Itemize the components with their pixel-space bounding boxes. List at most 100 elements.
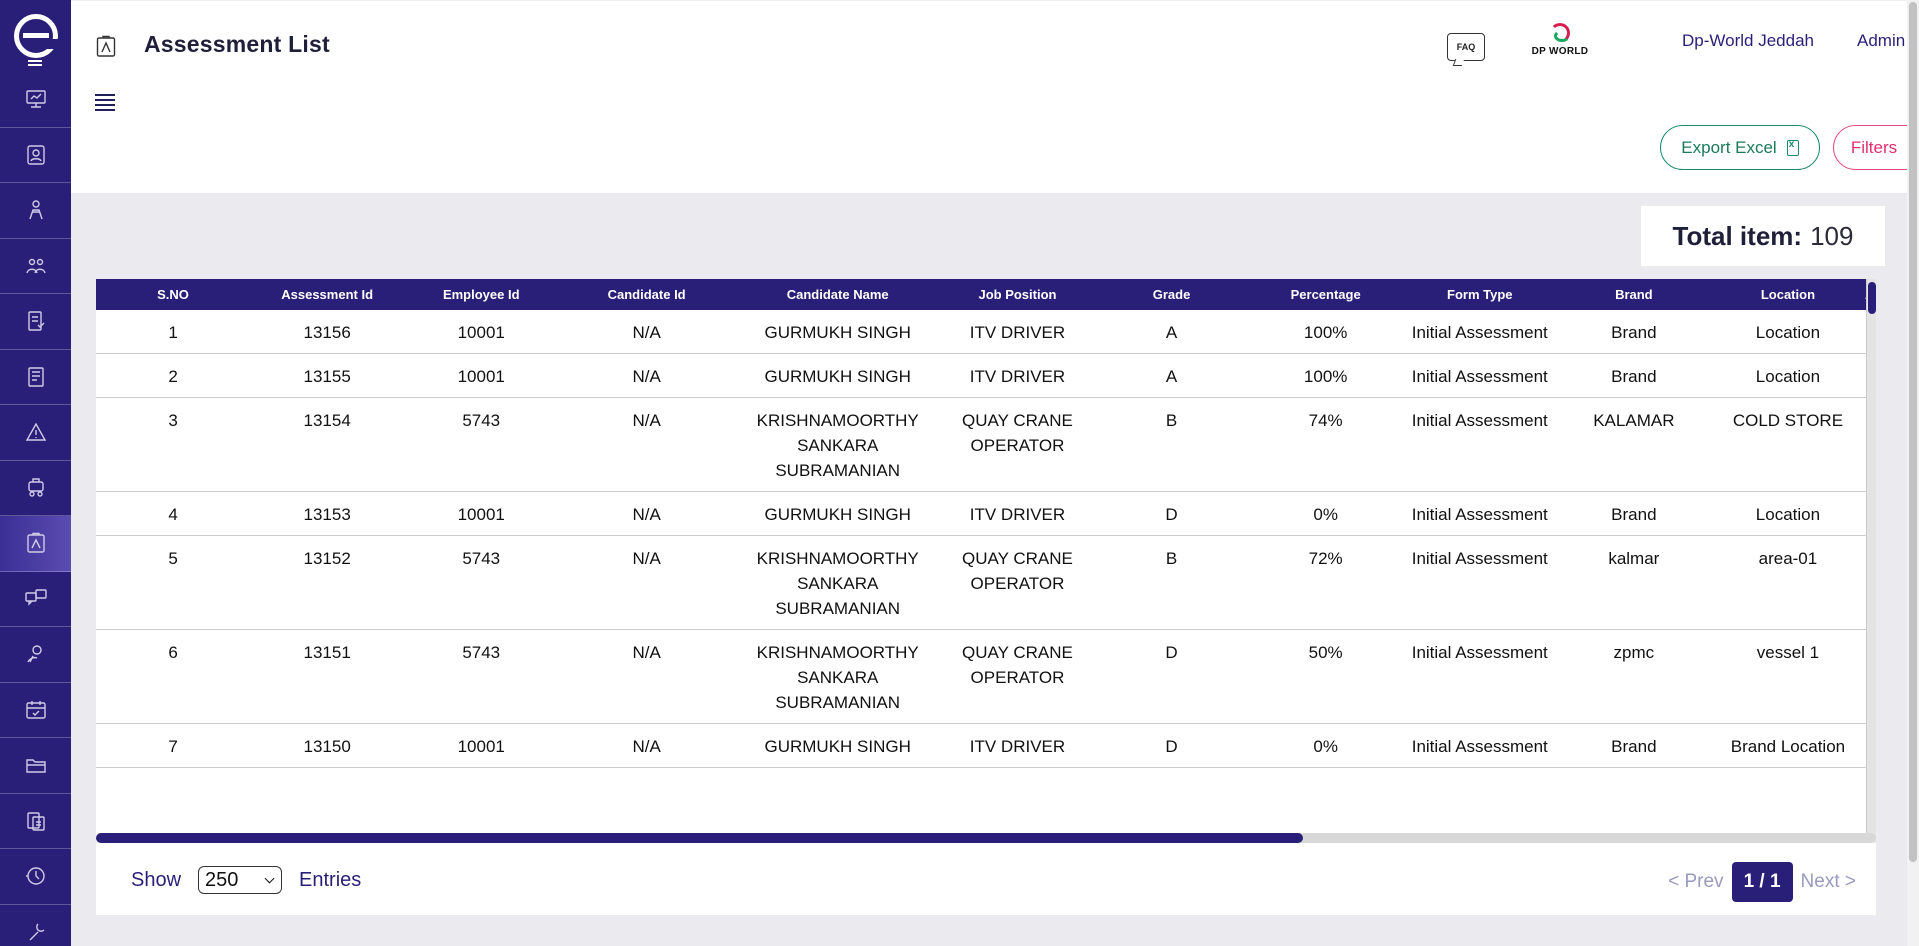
table-cell: B xyxy=(1094,397,1249,492)
sidebar-item-schedule[interactable] xyxy=(0,683,71,738)
sidebar-item-feedback[interactable] xyxy=(0,627,71,683)
table-horizontal-scrollbar[interactable] xyxy=(96,833,1876,843)
table-vertical-scrollbar[interactable] xyxy=(1866,279,1876,842)
table-cell: 0% xyxy=(1248,723,1403,768)
column-header[interactable]: Candidate Name xyxy=(734,279,941,310)
sidebar-item-history[interactable] xyxy=(0,849,71,905)
column-header[interactable]: Assessment Id xyxy=(250,279,405,310)
table-cell: N/A xyxy=(558,397,735,492)
sidebar-item-vehicle[interactable] xyxy=(0,461,71,516)
table-cell: ITV DRIVER xyxy=(940,310,1095,354)
column-header[interactable]: Job Position xyxy=(940,279,1095,310)
export-excel-button[interactable]: Export Excel xyxy=(1660,125,1820,170)
table-cell: vessel 1 xyxy=(1710,629,1865,724)
show-label: Show xyxy=(131,868,182,891)
table-cell: 6 xyxy=(96,629,251,724)
column-header[interactable]: Percentage xyxy=(1248,279,1403,310)
content-area: Total item: 109 S.NO Assessment Id Employe… xyxy=(71,193,1907,946)
table-cell: Location xyxy=(1710,491,1865,536)
table-cell: N/A xyxy=(558,629,735,724)
table-cell: Location xyxy=(1710,353,1865,398)
sidebar-item-assessment-list[interactable] xyxy=(0,516,71,572)
table-cell: N/A xyxy=(558,491,735,536)
organization-name[interactable]: Dp-World Jeddah xyxy=(1682,31,1814,50)
table-cell: KRISHNAMOORTHY SANKARA SUBRAMANIAN xyxy=(734,535,941,630)
table-cell: 13151 xyxy=(250,629,405,724)
total-items-label: Total item: xyxy=(1672,220,1803,251)
app-logo[interactable] xyxy=(0,0,71,72)
table-row[interactable]: 1 13156 10001 N/A GURMUKH SINGH ITV DRIVER A 10… xyxy=(96,310,1876,354)
total-items-card: Total item: 109 xyxy=(1641,206,1885,266)
column-header[interactable]: Location xyxy=(1710,279,1865,310)
page-size-control: Show 250 Entries xyxy=(131,866,361,894)
sidebar-item-profile[interactable] xyxy=(0,128,71,183)
sidebar-item-trainee[interactable] xyxy=(0,183,71,239)
table-cell: 0% xyxy=(1248,491,1403,536)
menu-toggle-icon[interactable] xyxy=(95,94,115,112)
chat-icon xyxy=(24,589,47,606)
column-header[interactable]: Candidate Id xyxy=(558,279,735,310)
sidebar-item-chat[interactable] xyxy=(0,572,71,627)
table-cell: Brand Location xyxy=(1710,723,1865,768)
table-cell: N/A xyxy=(558,535,735,630)
page-scrollbar[interactable] xyxy=(1907,0,1919,946)
table-cell: 74% xyxy=(1248,397,1403,492)
page-scroll-thumb[interactable] xyxy=(1909,2,1917,862)
horizontal-scroll-thumb[interactable] xyxy=(96,833,1303,843)
table-cell: Initial Assessment xyxy=(1402,353,1557,398)
table-row[interactable]: 2 13155 10001 N/A GURMUKH SINGH ITV DRIVER A 10… xyxy=(96,353,1876,398)
table-cell: GURMUKH SINGH xyxy=(734,310,941,354)
table-cell: 100% xyxy=(1248,353,1403,398)
column-header[interactable]: Grade xyxy=(1094,279,1249,310)
sidebar-item-assessment-form[interactable] xyxy=(0,294,71,350)
column-header[interactable]: Form Type xyxy=(1402,279,1557,310)
column-header[interactable]: Employee Id xyxy=(404,279,559,310)
sidebar-item-dashboard[interactable] xyxy=(0,72,71,128)
folder-icon xyxy=(25,759,46,773)
table-cell: kalmar xyxy=(1556,535,1711,630)
sidebar-item-warning[interactable] xyxy=(0,405,71,461)
table-cell: KRISHNAMOORTHY SANKARA SUBRAMANIAN xyxy=(734,629,941,724)
table-cell: 13154 xyxy=(250,397,405,492)
column-header[interactable]: S.NO xyxy=(96,279,251,310)
sidebar-item-documents[interactable] xyxy=(0,794,71,849)
report-icon xyxy=(27,367,44,387)
table-cell: GURMUKH SINGH xyxy=(734,491,941,536)
table-cell: QUAY CRANE OPERATOR xyxy=(940,397,1095,492)
feedback-icon xyxy=(26,645,42,663)
table-cell: Brand xyxy=(1556,723,1711,768)
table-row[interactable]: 4 13153 10001 N/A GURMUKH SINGH ITV DRIVER D 0%… xyxy=(96,491,1876,536)
table-cell: D xyxy=(1094,491,1249,536)
next-page-button[interactable]: Next > xyxy=(1800,871,1856,892)
faq-button[interactable]: FAQ xyxy=(1447,33,1485,61)
page-header: Assessment List FAQ DP WORLD Dp-World Je… xyxy=(71,0,1919,193)
assessment-table-container[interactable]: S.NO Assessment Id Employee Id Candidate Id… xyxy=(96,279,1876,842)
table-cell: Initial Assessment xyxy=(1402,535,1557,630)
table-cell: 5 xyxy=(96,535,251,630)
sidebar-item-team[interactable] xyxy=(0,239,71,294)
table-row[interactable]: 6 13151 5743 N/A KRISHNAMOORTHY SANKARA SUBR… xyxy=(96,629,1876,724)
table-cell: 50% xyxy=(1248,629,1403,724)
entries-label: Entries xyxy=(299,868,362,891)
sidebar-item-report[interactable] xyxy=(0,350,71,405)
current-page-indicator[interactable]: 1 / 1 xyxy=(1731,862,1793,902)
page-size-select[interactable]: 250 xyxy=(198,866,283,894)
table-row[interactable]: 7 13150 10001 N/A GURMUKH SINGH ITV DRIVER D 0%… xyxy=(96,723,1876,768)
logo-bulb-base xyxy=(28,60,42,66)
table-row[interactable]: 3 13154 5743 N/A KRISHNAMOORTHY SANKARA SUBR… xyxy=(96,397,1876,492)
table-row[interactable]: 5 13152 5743 N/A KRISHNAMOORTHY SANKARA SUBR… xyxy=(96,535,1876,630)
table-cell: Brand xyxy=(1556,491,1711,536)
filters-label: Filters xyxy=(1850,137,1898,157)
column-header[interactable]: Brand xyxy=(1556,279,1711,310)
sidebar-item-settings[interactable] xyxy=(0,905,71,946)
assessment-list-icon xyxy=(96,35,116,57)
vertical-scroll-thumb[interactable] xyxy=(1868,282,1876,314)
table-cell: 10001 xyxy=(404,723,559,768)
dp-world-mark-icon xyxy=(1548,21,1572,45)
filters-button[interactable]: Filters xyxy=(1833,125,1919,170)
table-cell: Brand xyxy=(1556,310,1711,354)
sidebar-item-folder[interactable] xyxy=(0,738,71,794)
prev-page-button[interactable]: < Prev xyxy=(1668,871,1724,892)
user-menu[interactable]: Admin xyxy=(1857,31,1919,51)
table-cell: 1 xyxy=(96,310,251,354)
